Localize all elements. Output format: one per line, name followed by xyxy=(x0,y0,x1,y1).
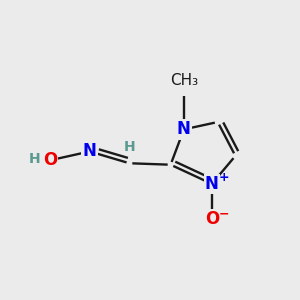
Text: −: − xyxy=(219,207,230,220)
Text: O: O xyxy=(43,151,57,169)
Text: N: N xyxy=(177,120,191,138)
Text: CH₃: CH₃ xyxy=(170,73,198,88)
Text: H: H xyxy=(29,152,40,166)
Text: N: N xyxy=(205,175,219,193)
Text: +: + xyxy=(219,171,230,184)
Text: H: H xyxy=(124,140,135,154)
Text: N: N xyxy=(83,142,97,160)
Text: O: O xyxy=(205,210,219,228)
